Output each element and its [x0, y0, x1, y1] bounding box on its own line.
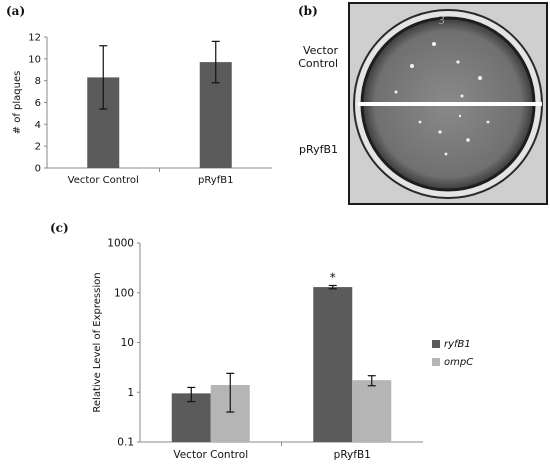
x-tick-label: Vector Control	[68, 175, 139, 186]
legend-label-ryfb1: ryfB1	[444, 338, 471, 350]
y-tick-label: 10	[121, 337, 134, 349]
photo-label-pryfb1: pRyfB1	[299, 143, 338, 156]
y-axis-label: Relative Level of Expression	[92, 272, 103, 412]
y-tick-label: 100	[114, 287, 134, 299]
y-tick-label: 4	[35, 120, 41, 131]
significance-asterisk: *	[330, 270, 336, 284]
y-tick-label: 8	[35, 76, 41, 87]
expression-legend: ryfB1 ompC	[432, 335, 473, 371]
plaque-spots	[394, 42, 490, 156]
x-tick-label: pRyfB1	[334, 449, 371, 461]
x-tick-label: pRyfB1	[198, 175, 233, 186]
legend-swatch-ompc	[432, 358, 440, 366]
bar-ompC	[352, 380, 392, 442]
y-axis-label: # of plaques	[12, 71, 23, 135]
y-tick-label: 12	[28, 33, 41, 44]
legend-item-ryfb1: ryfB1	[432, 335, 473, 353]
legend-swatch-ryfb1	[432, 340, 440, 348]
expression-chart: 0.1 1 10 100 1000 Relative Level of Expressio…	[92, 238, 423, 461]
panel-label-a: (a)	[6, 4, 26, 18]
plaque-count-chart: 0 2 4 6 8 10 12 # of plaques Vector Control pRyfB…	[12, 33, 272, 186]
legend-item-ompc: ompC	[432, 353, 473, 371]
bar-ryfB1	[313, 287, 353, 442]
plate-divider-line	[358, 102, 542, 106]
legend-label-ompc: ompC	[444, 356, 474, 368]
plate-number: 3	[438, 14, 445, 27]
plaque-plate-photo: 3	[348, 2, 548, 205]
y-tick-label: 2	[35, 142, 41, 153]
y-tick-label: 6	[35, 98, 41, 109]
y-tick-label: 0	[35, 164, 41, 175]
y-tick-label: 1	[127, 387, 134, 399]
panel-label-c: (c)	[50, 221, 69, 235]
y-tick-label: 10	[28, 54, 41, 65]
y-tick-label: 0.1	[117, 437, 134, 449]
panel-label-b: (b)	[298, 4, 318, 18]
photo-label-vector-control: Vector Control	[298, 44, 338, 70]
x-tick-label: Vector Control	[173, 449, 248, 461]
y-tick-label: 1000	[107, 238, 134, 250]
